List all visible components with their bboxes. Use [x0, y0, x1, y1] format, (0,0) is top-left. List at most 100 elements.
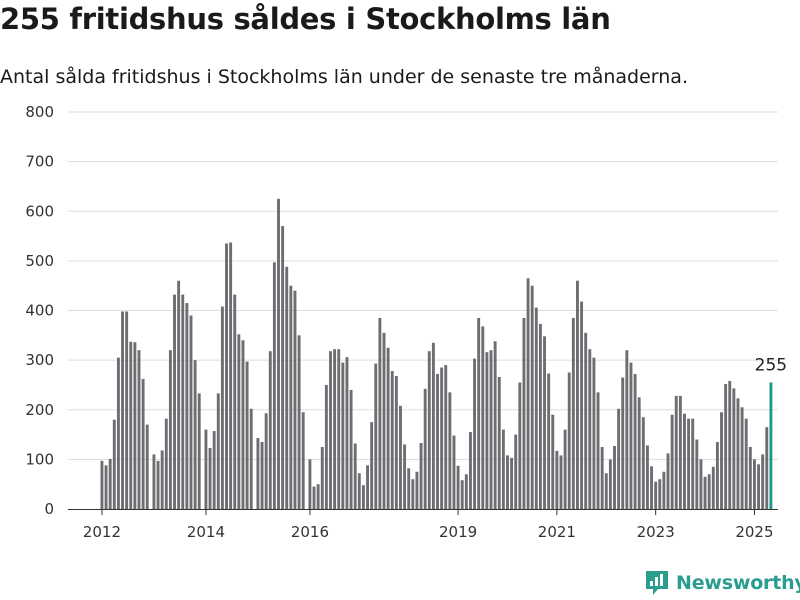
- bar: [555, 450, 559, 509]
- bar: [514, 434, 518, 509]
- bar: [333, 349, 337, 509]
- bar: [625, 350, 629, 509]
- bar: [538, 323, 542, 509]
- highlight-bar: [769, 382, 773, 509]
- bar: [654, 481, 658, 509]
- bar: [357, 473, 361, 509]
- bar: [481, 326, 485, 509]
- bar: [341, 362, 345, 509]
- bar: [456, 465, 460, 509]
- bar: [707, 474, 711, 509]
- y-tick-label: 100: [25, 450, 54, 468]
- bar: [670, 414, 674, 509]
- bar: [312, 486, 316, 509]
- bar: [289, 285, 293, 509]
- bar: [216, 393, 220, 509]
- bar: [728, 380, 732, 509]
- bar: [604, 473, 608, 509]
- bar: [658, 479, 662, 509]
- bar: [613, 445, 616, 509]
- x-tick-label: 2021: [538, 523, 576, 541]
- bar: [241, 340, 245, 509]
- bar: [551, 414, 555, 509]
- bar: [732, 388, 736, 509]
- bar: [125, 311, 129, 509]
- bar: [699, 459, 703, 509]
- bar: [272, 262, 276, 509]
- bar: [530, 285, 534, 509]
- bar: [600, 446, 604, 509]
- bar: [225, 243, 228, 509]
- bar: [522, 317, 526, 509]
- bar: [567, 372, 571, 509]
- bar: [160, 450, 164, 509]
- bar: [580, 301, 584, 509]
- bar: [621, 377, 625, 509]
- bar: [233, 294, 237, 509]
- bar: [137, 350, 141, 509]
- bar: [757, 464, 761, 509]
- bar: [415, 471, 419, 509]
- bar: [526, 278, 530, 509]
- chart-title: 255 fritidshus såldes i Stockholms län: [0, 2, 611, 36]
- bar: [399, 405, 402, 509]
- bar: [145, 424, 149, 509]
- bar: [268, 351, 272, 509]
- bar: [177, 280, 181, 509]
- bar: [448, 392, 452, 509]
- bar: [761, 454, 765, 509]
- bar: [444, 365, 448, 509]
- bar: [460, 480, 464, 509]
- bar: [617, 408, 621, 509]
- bar: [281, 226, 285, 509]
- bar: [715, 442, 719, 509]
- bar: [249, 408, 253, 509]
- bar: [629, 362, 633, 509]
- bar: [493, 341, 497, 509]
- bar: [662, 471, 666, 509]
- bar: [752, 459, 756, 509]
- x-tick-label: 2012: [83, 523, 121, 541]
- bar: [320, 446, 324, 509]
- bar: [468, 432, 472, 509]
- y-axis-ticks: 0 100 200 300 400 500 600 700 800: [25, 103, 54, 518]
- bar: [353, 443, 357, 509]
- bar: [193, 360, 197, 509]
- bar: [370, 422, 374, 509]
- x-tick-label: 2016: [291, 523, 329, 541]
- bar: [382, 332, 386, 509]
- bar: [141, 378, 145, 509]
- bar: [301, 412, 305, 509]
- bars: [100, 198, 773, 510]
- bar: [724, 383, 728, 509]
- bar: [641, 417, 645, 509]
- bar: [316, 484, 320, 509]
- bar: [497, 376, 501, 509]
- bar: [584, 332, 588, 509]
- bar: [683, 413, 686, 509]
- y-tick-label: 600: [25, 202, 54, 220]
- y-tick-label: 400: [25, 302, 54, 320]
- x-tick-label: 2019: [439, 523, 477, 541]
- bar: [293, 290, 297, 509]
- bar: [633, 374, 637, 509]
- bar: [297, 335, 301, 509]
- bar: [691, 418, 695, 509]
- bar: [534, 307, 538, 509]
- x-tick-label: 2025: [735, 523, 773, 541]
- bar: [285, 266, 289, 509]
- bar: [100, 460, 104, 509]
- bar: [547, 373, 551, 509]
- bar: [720, 412, 723, 509]
- y-tick-label: 800: [25, 103, 54, 121]
- annotations: 255: [755, 355, 787, 375]
- bar: [740, 407, 744, 509]
- bar: [189, 315, 193, 509]
- bar: [559, 455, 563, 509]
- bar: [666, 453, 670, 509]
- x-axis: 2012 2014 2016 2019 2021 2023 2025: [68, 509, 778, 541]
- bar: [645, 445, 649, 509]
- bar: [477, 317, 481, 509]
- bar: [695, 439, 699, 509]
- bar: [337, 349, 341, 509]
